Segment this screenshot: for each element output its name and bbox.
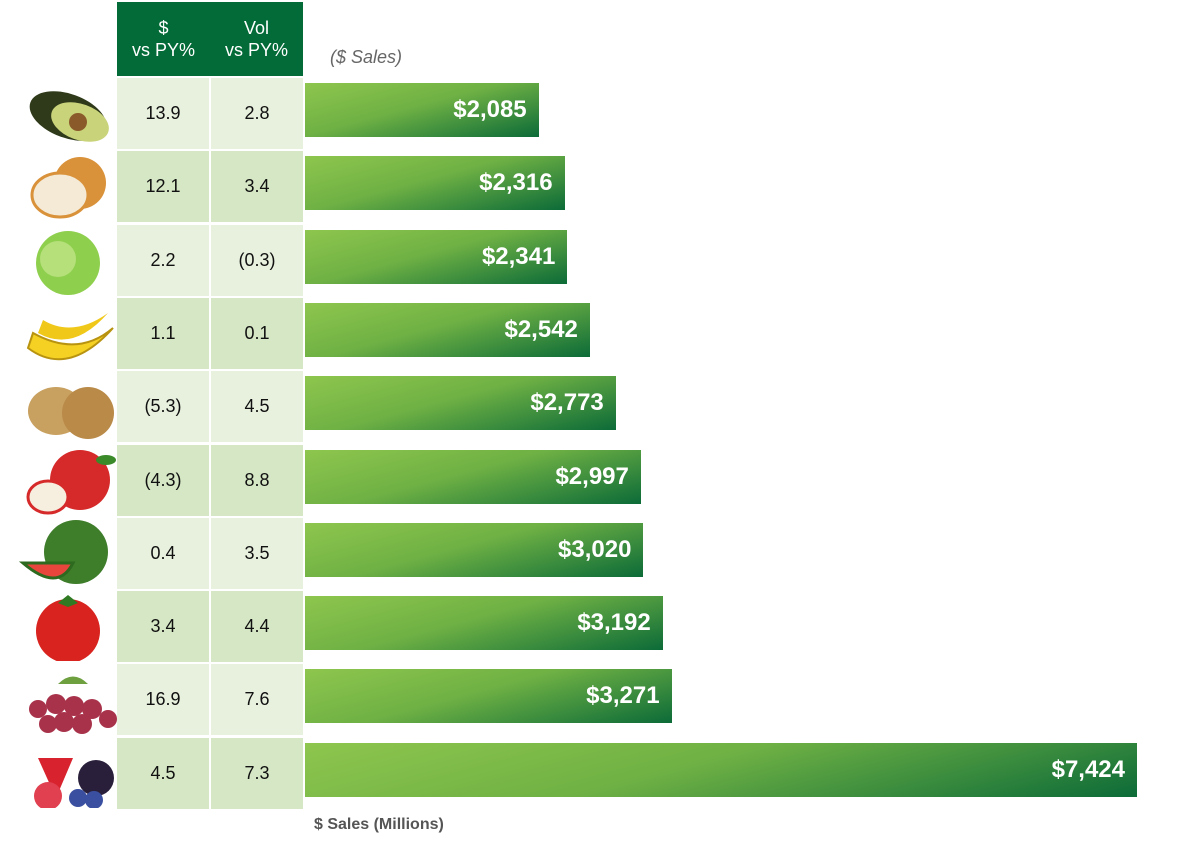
- onion-icon: [18, 151, 118, 221]
- bar: $2,542: [305, 302, 590, 357]
- table-row: 0.4 3.5: [117, 517, 303, 589]
- chart-subtitle: ($ Sales): [330, 47, 403, 67]
- vol-vs-py-cell: 2.8: [211, 78, 303, 149]
- bar-data-label: $2,542: [504, 315, 578, 343]
- grapes-icon: [18, 664, 118, 735]
- header-dollar-vs-py: $ vs PY%: [117, 2, 210, 76]
- vol-vs-py-cell: 4.4: [211, 591, 303, 663]
- lettuce-icon: [18, 225, 118, 295]
- vol-vs-py-cell: 3.4: [211, 151, 303, 223]
- bar-data-label: $7,424: [1051, 755, 1125, 783]
- bar-data-label: $2,085: [453, 96, 527, 123]
- x-axis-label: $ Sales (Millions): [314, 816, 444, 833]
- bar-data-label: $3,192: [577, 609, 651, 637]
- dollar-vs-py-cell: 12.1: [117, 151, 209, 223]
- tomato-icon: [18, 591, 118, 664]
- bar-data-label: $2,773: [530, 389, 604, 417]
- apple-icon: [18, 445, 118, 515]
- table-row: (5.3) 4.5: [117, 371, 303, 443]
- dollar-vs-py-cell: 1.1: [117, 297, 209, 369]
- banana-icon: [18, 298, 118, 368]
- header-line: Vol: [243, 18, 270, 38]
- dollar-vs-py-cell: 3.4: [117, 591, 209, 663]
- dollar-vs-py-cell: 0.4: [117, 517, 209, 589]
- potato-icon: [18, 371, 118, 441]
- bar: $3,192: [305, 596, 663, 651]
- bar-data-label: $3,271: [586, 682, 660, 710]
- table-row: (4.3) 8.8: [117, 444, 303, 516]
- table-row: 16.9 7.6: [117, 664, 303, 736]
- watermelon-icon: [18, 518, 118, 588]
- dollar-vs-py-cell: 2.2: [117, 224, 209, 296]
- bar: $7,424: [305, 742, 1137, 797]
- dollar-vs-py-cell: 13.9: [117, 78, 209, 149]
- header-line: vs PY%: [224, 40, 289, 60]
- table-row: 12.1 3.4: [117, 151, 303, 223]
- vol-vs-py-cell: 0.1: [211, 297, 303, 369]
- table-row: 1.1 0.1: [117, 297, 303, 369]
- vol-vs-py-cell: 8.8: [211, 444, 303, 516]
- table-row: 2.2 (0.3): [117, 224, 303, 296]
- bar: $2,316: [305, 156, 565, 211]
- header-vol-vs-py: Vol vs PY%: [210, 2, 303, 76]
- dollar-vs-py-cell: (5.3): [117, 371, 209, 443]
- bar-data-label: $2,341: [481, 242, 556, 270]
- dollar-vs-py-cell: (4.3): [117, 444, 209, 516]
- dollar-vs-py-cell: 16.9: [117, 664, 209, 736]
- header-line: $: [158, 18, 169, 38]
- table-row: 13.9 2.8: [117, 78, 303, 149]
- vol-vs-py-cell: 7.3: [211, 737, 303, 809]
- bar: $3,020: [305, 522, 644, 577]
- header-line: vs PY%: [131, 40, 196, 60]
- vol-vs-py-cell: 3.5: [211, 517, 303, 589]
- bar: $2,773: [305, 376, 616, 431]
- table-row: 4.5 7.3: [117, 737, 303, 809]
- vol-vs-py-cell: 7.6: [211, 664, 303, 736]
- avocado-icon: [18, 78, 118, 148]
- bar-data-label: $2,997: [555, 462, 629, 490]
- bar: $2,341: [305, 229, 568, 284]
- bar-data-label: $3,020: [558, 535, 632, 563]
- table-header: $ vs PY% Vol vs PY%: [117, 2, 303, 76]
- vol-vs-py-cell: 4.5: [211, 371, 303, 443]
- dollar-vs-py-cell: 4.5: [117, 737, 209, 809]
- bar-data-label: $2,316: [479, 169, 553, 197]
- bar: $3,271: [305, 669, 672, 724]
- table-row: 3.4 4.4: [117, 591, 303, 663]
- bar: $2,997: [305, 449, 641, 504]
- berries-icon: [18, 738, 118, 810]
- vol-vs-py-cell: (0.3): [211, 224, 303, 296]
- bar: $2,085: [305, 83, 539, 137]
